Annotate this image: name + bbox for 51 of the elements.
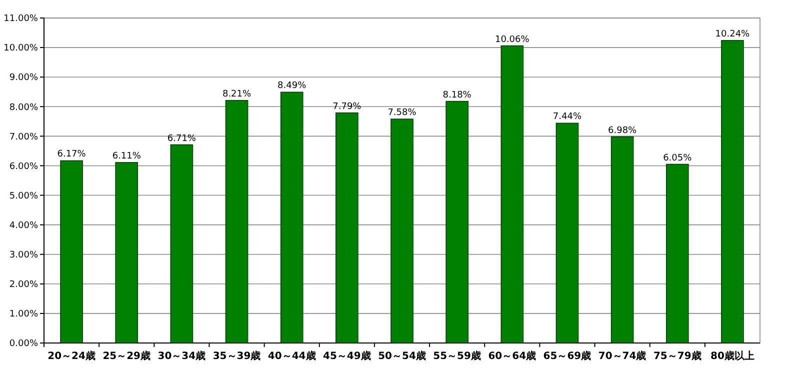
y-tick-label: 3.00% xyxy=(9,250,38,261)
bar xyxy=(610,136,634,344)
y-tick-label: 5.00% xyxy=(9,191,38,202)
y-tick-label: 8.00% xyxy=(9,102,38,113)
y-tick-label: 11.00% xyxy=(4,14,38,24)
data-label: 6.71% xyxy=(167,134,196,144)
data-label: 6.17% xyxy=(57,150,86,160)
bar xyxy=(500,45,524,344)
y-tick-label: 6.00% xyxy=(9,162,38,172)
y-tick-label: 1.00% xyxy=(9,310,38,320)
data-label: 7.79% xyxy=(332,102,362,112)
data-label: 8.21% xyxy=(222,89,252,100)
bar xyxy=(225,100,248,344)
bar xyxy=(666,164,689,344)
bar xyxy=(115,162,138,344)
x-tick-label: 60～64歳 xyxy=(488,350,536,362)
y-tick-label: 2.00% xyxy=(9,280,38,290)
data-label: 8.18% xyxy=(442,90,472,100)
bar xyxy=(280,92,304,344)
x-tick-label: 20～24歳 xyxy=(48,350,96,362)
data-label: 6.05% xyxy=(663,153,692,164)
data-label: 10.06% xyxy=(494,34,530,45)
bar xyxy=(556,122,579,344)
x-tick-label: 55～59歳 xyxy=(433,350,481,362)
x-tick-label: 30～34歳 xyxy=(158,350,206,362)
y-tick-label: 7.00% xyxy=(9,132,38,142)
x-tick-label: 70～74歳 xyxy=(598,350,646,362)
y-tick-label: 0.00% xyxy=(9,339,38,350)
data-label: 7.44% xyxy=(552,112,582,122)
x-tick-label: 45～49歳 xyxy=(323,350,371,362)
data-label: 6.11% xyxy=(112,151,142,162)
x-tick-label: 50～54歳 xyxy=(378,350,426,362)
data-label: 8.49% xyxy=(278,81,307,92)
data-label: 6.98% xyxy=(608,126,638,136)
bar xyxy=(170,144,194,344)
bar xyxy=(721,40,744,344)
y-tick-label: 10.00% xyxy=(4,44,38,54)
x-tick-label: 75～79歳 xyxy=(653,350,702,362)
bar xyxy=(336,112,358,344)
y-tick-label: 4.00% xyxy=(9,220,38,231)
x-tick-label: 40～44歳 xyxy=(268,350,316,362)
data-label: 7.58% xyxy=(388,108,417,118)
x-tick-label: 25～29歳 xyxy=(102,350,151,362)
x-tick-label: 80歳以上 xyxy=(710,350,754,362)
bar xyxy=(60,160,83,344)
bar xyxy=(446,100,468,344)
x-tick-label: 35～39歳 xyxy=(212,350,261,362)
x-tick-label: 65～69歳 xyxy=(543,350,592,362)
bar xyxy=(390,118,414,344)
data-label: 10.24% xyxy=(715,29,750,40)
y-tick-label: 9.00% xyxy=(9,73,38,84)
